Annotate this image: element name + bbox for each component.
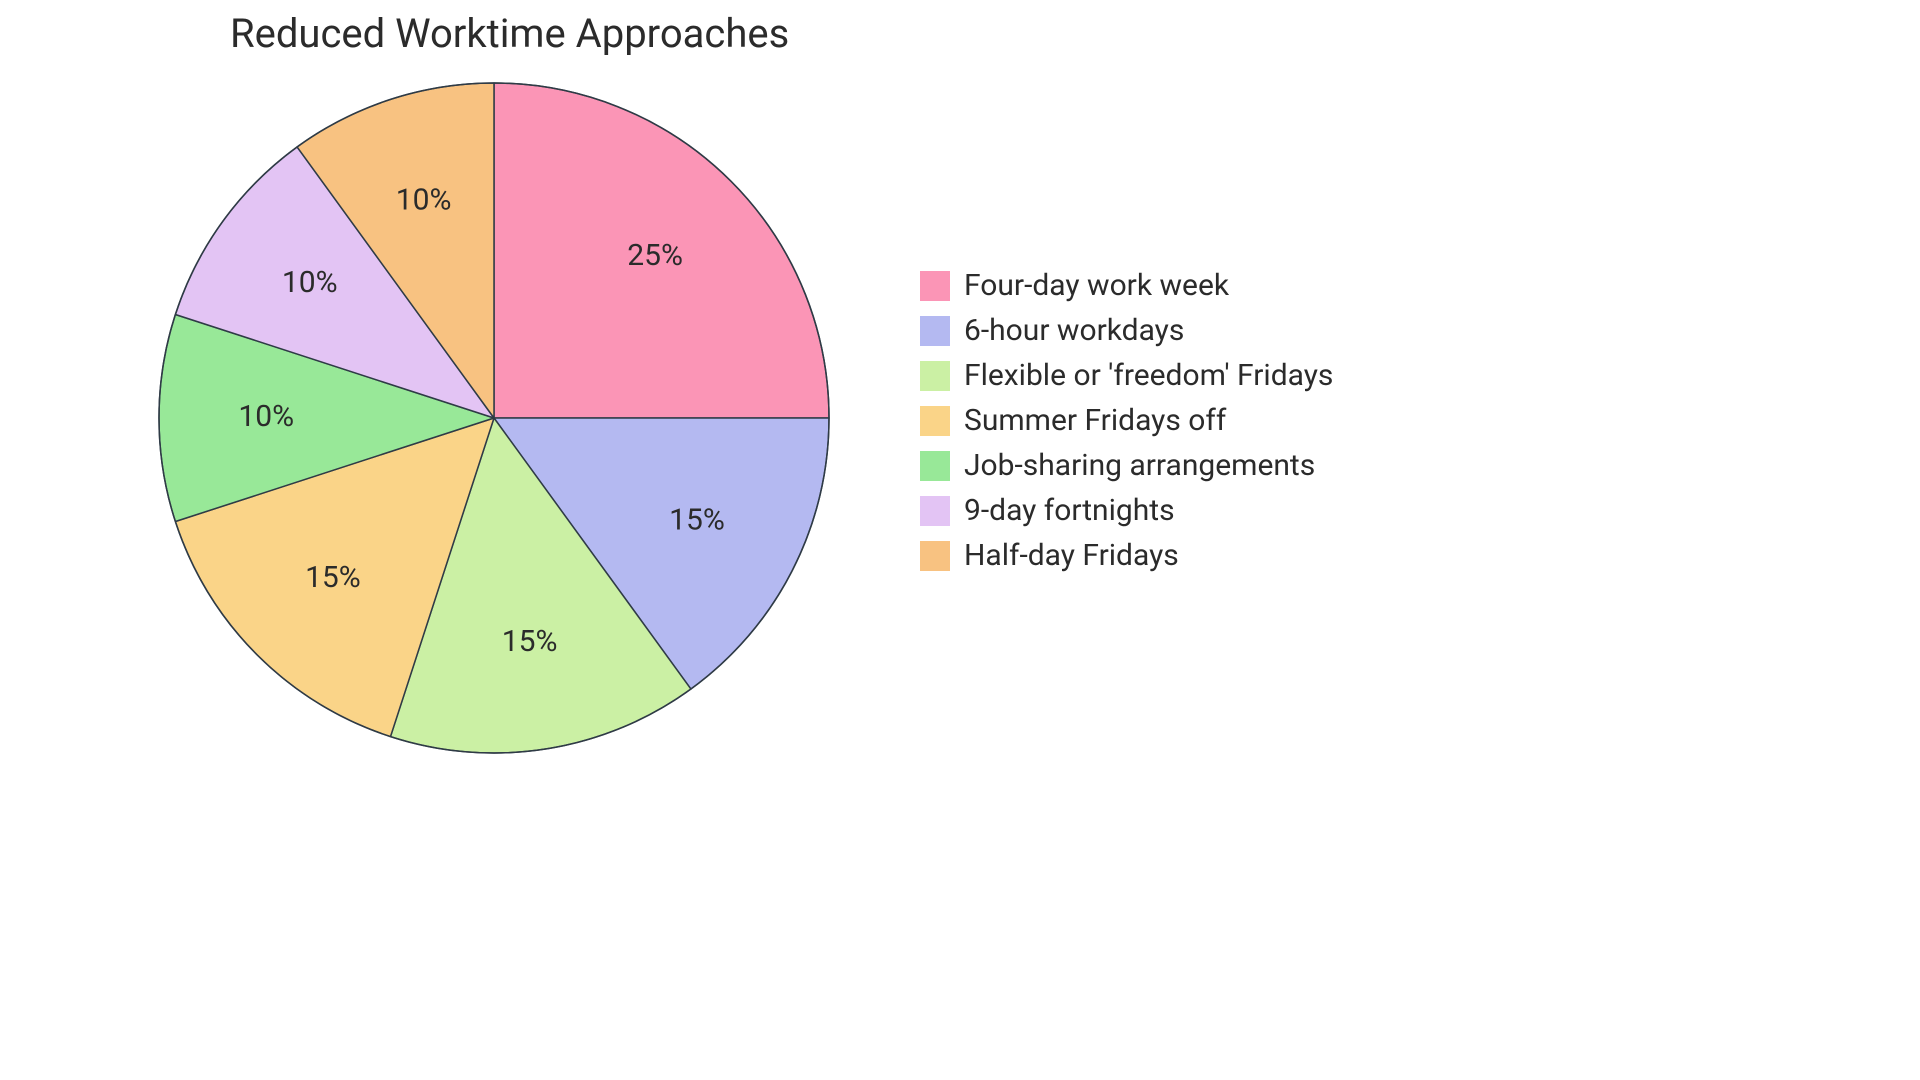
slice-percent-label: 15%: [502, 624, 558, 659]
legend-item: 9-day fortnights: [920, 493, 1333, 528]
legend-swatch: [920, 316, 950, 346]
legend-swatch: [920, 451, 950, 481]
legend-item: Summer Fridays off: [920, 403, 1333, 438]
legend: Four-day work week 6-hour workdays Flexibl…: [920, 268, 1333, 583]
slice-percent-label: 25%: [627, 238, 683, 273]
legend-swatch: [920, 271, 950, 301]
legend-item: Job-sharing arrangements: [920, 448, 1333, 483]
legend-swatch: [920, 496, 950, 526]
slice-percent-label: 10%: [238, 399, 294, 434]
slice-percent-label: 15%: [669, 502, 725, 537]
legend-item: 6-hour workdays: [920, 313, 1333, 348]
legend-item: Flexible or 'freedom' Fridays: [920, 358, 1333, 393]
legend-label: 6-hour workdays: [964, 313, 1184, 348]
legend-item: Four-day work week: [920, 268, 1333, 303]
legend-label: Summer Fridays off: [964, 403, 1226, 438]
slice-percent-label: 10%: [282, 265, 338, 300]
legend-label: Job-sharing arrangements: [964, 448, 1315, 483]
legend-label: Flexible or 'freedom' Fridays: [964, 358, 1333, 393]
legend-item: Half-day Fridays: [920, 538, 1333, 573]
chart-container: Reduced Worktime Approaches 25% 15% 15% 15%…: [0, 0, 1920, 1080]
pie-chart: 25% 15% 15% 15% 10% 10% 10%: [157, 81, 831, 755]
legend-swatch: [920, 361, 950, 391]
slice-percent-label: 15%: [305, 560, 361, 595]
legend-swatch: [920, 406, 950, 436]
chart-title: Reduced Worktime Approaches: [230, 10, 789, 57]
legend-label: Half-day Fridays: [964, 538, 1179, 573]
legend-swatch: [920, 541, 950, 571]
legend-label: 9-day fortnights: [964, 493, 1175, 528]
legend-label: Four-day work week: [964, 268, 1229, 303]
slice-percent-label: 10%: [396, 182, 452, 217]
